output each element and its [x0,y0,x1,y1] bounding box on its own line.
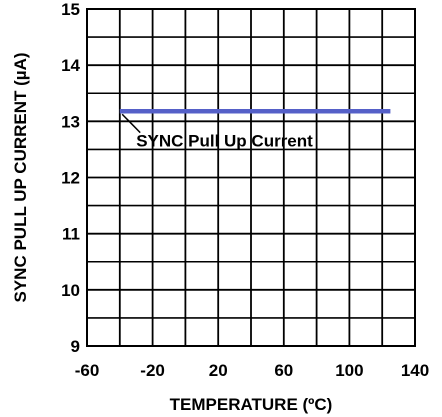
x-axis-title: TEMPERATURE (ºC) [170,395,333,414]
y-tick-label: 10 [61,281,80,300]
x-tick-label: 100 [335,361,363,380]
plot-frame [86,8,416,347]
x-tick-label: -60 [75,361,100,380]
y-tick-label: 9 [71,337,80,356]
y-tick-label: 11 [62,225,80,244]
y-tick-label: 12 [61,169,80,188]
annotation-label: SYNC Pull Up Current [136,132,313,151]
x-tick-label: 140 [401,361,429,380]
y-tick-label: 14 [61,56,80,75]
grid [87,9,415,346]
annotation-leader-line [121,113,141,134]
x-tick-label: -20 [140,361,165,380]
x-tick-labels: -60 -20 20 60 100 140 [75,361,429,380]
y-tick-labels: 9 10 11 12 13 14 15 [61,0,80,356]
y-axis-title: SYNC PULL UP CURRENT (µA) [11,52,30,302]
annotation-layer: SYNC Pull Up Current [121,113,313,151]
y-tick-label: 13 [61,112,80,131]
x-tick-label: 20 [209,361,228,380]
y-tick-label: 15 [61,0,80,19]
x-tick-label: 60 [274,361,293,380]
